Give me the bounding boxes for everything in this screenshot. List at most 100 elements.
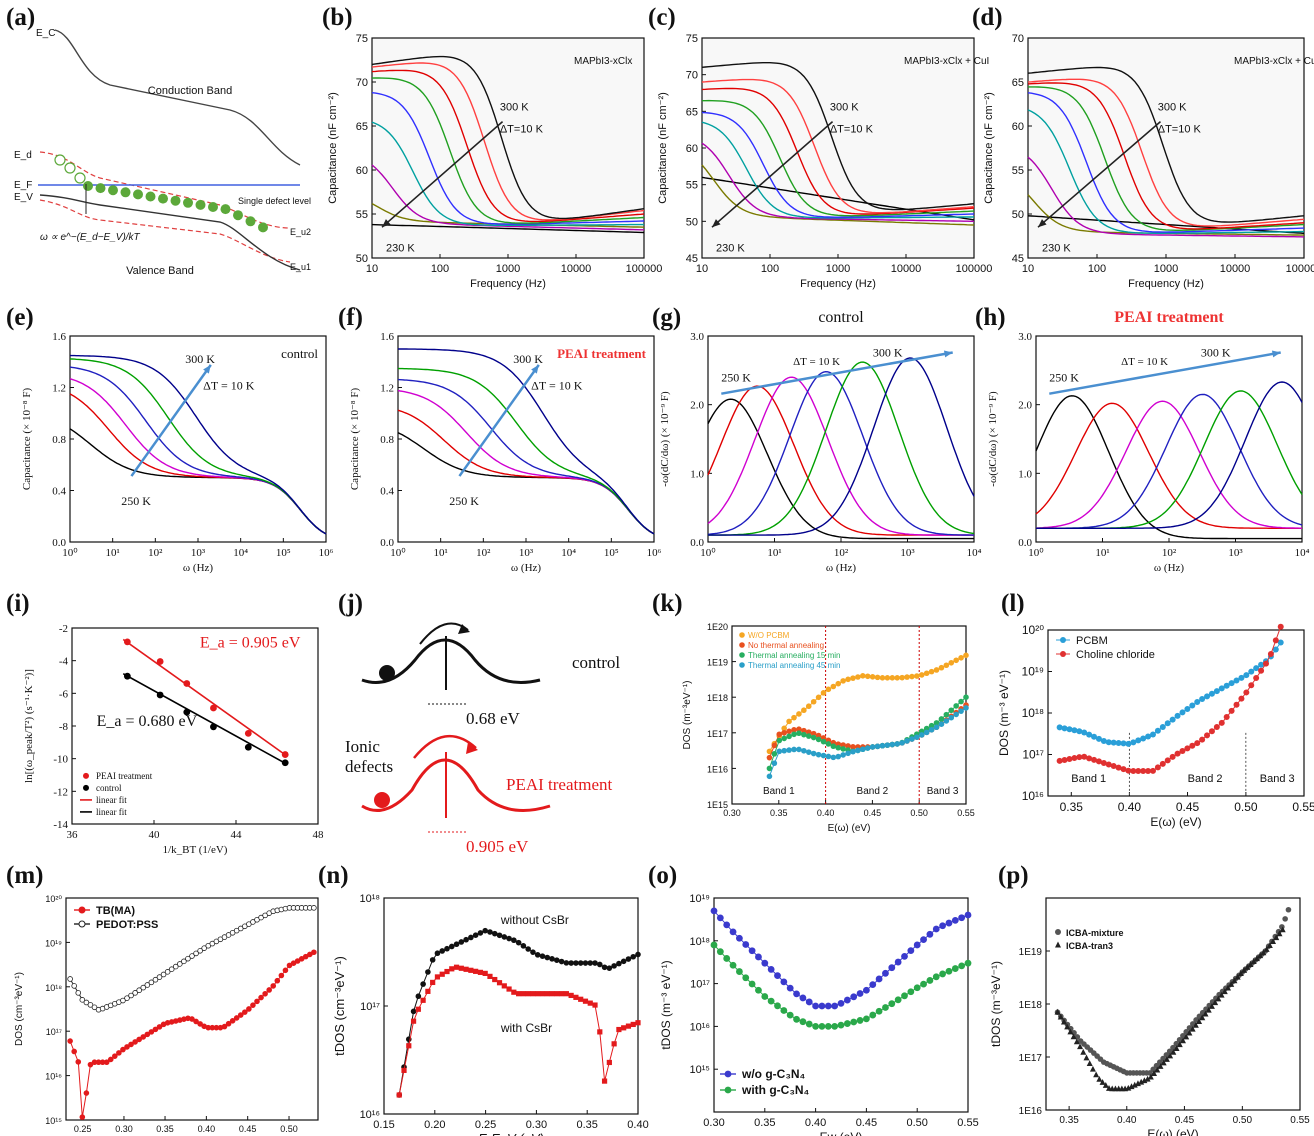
- dos-point: [1279, 926, 1286, 933]
- dos-point: [1208, 728, 1215, 735]
- y-tick-label: 10¹⁸: [45, 983, 62, 993]
- defect-state-dot: [183, 197, 193, 208]
- y-tick-label: 45: [686, 253, 698, 265]
- dos-point: [1099, 1079, 1106, 1085]
- dos-point: [901, 992, 908, 1000]
- valence-band-line: [39, 194, 301, 271]
- dos-point: [144, 1031, 151, 1038]
- y-axis-label: Capacitance (× 10⁻⁸ F): [349, 388, 361, 491]
- dos-point: [1179, 748, 1186, 755]
- band-label: Band 3: [927, 786, 959, 797]
- dos-point: [1057, 1013, 1064, 1020]
- dos-point: [1194, 740, 1201, 747]
- dos-point: [558, 991, 565, 997]
- dos-point: [278, 972, 285, 979]
- derivative-peak-curve: [708, 361, 975, 536]
- dos-point: [958, 708, 964, 714]
- legend-label: with g-C₃N₄: [741, 1083, 810, 1097]
- chart-title: MAPbI3-xClx: [574, 56, 632, 67]
- dos-point: [1189, 742, 1196, 749]
- dos-point: [1248, 682, 1255, 689]
- dos-point: [786, 1011, 794, 1019]
- dos-point: [1244, 964, 1251, 970]
- dos-point: [83, 999, 90, 1006]
- dos-point: [1253, 665, 1260, 672]
- x-tick-label: 100000: [626, 263, 663, 275]
- dos-point: [525, 946, 531, 952]
- x-tick-label: 100000: [956, 263, 993, 275]
- x-tick-label: 0.45: [239, 1124, 257, 1134]
- y-tick-label: 10¹⁸: [359, 893, 380, 905]
- y-tick-label: -2: [59, 623, 68, 635]
- panel-label-n: (n): [318, 862, 349, 889]
- y-tick-label: 1E19: [707, 658, 728, 668]
- dos-point: [1159, 760, 1166, 767]
- x-tick-label: 0.40: [1118, 800, 1142, 814]
- legend-label: No thermal annealing: [748, 641, 824, 650]
- arrow-line: [1037, 120, 1162, 228]
- dos-point: [116, 1050, 122, 1056]
- dos-point: [75, 990, 82, 996]
- dos-point: [928, 727, 935, 733]
- y-tick-label: 0.0: [52, 537, 66, 549]
- dos-point: [444, 945, 450, 952]
- y-axis-label: tDOS (m⁻³eV⁻¹): [989, 961, 1003, 1047]
- dos-point: [815, 694, 822, 701]
- x-tick-label: 0.55: [1290, 1115, 1310, 1126]
- data-point: [183, 708, 191, 716]
- dos-point: [1272, 646, 1279, 653]
- dos-point: [926, 977, 934, 984]
- label-peai: PEAI treatment: [506, 775, 612, 794]
- dos-point: [582, 960, 589, 966]
- dos-point: [544, 954, 551, 961]
- dos-point: [635, 1020, 641, 1026]
- dos-point: [185, 955, 191, 962]
- emptied-state-dot: [74, 172, 86, 184]
- legend-marker: [739, 652, 745, 658]
- y-tick-label: 1E17: [707, 729, 728, 739]
- capacitance-curve: [1028, 86, 1305, 231]
- dos-point: [850, 675, 856, 681]
- x-tick-label: 0.35: [156, 1124, 174, 1134]
- dos-point: [525, 991, 531, 997]
- y-axis-label: Capacitance (nF cm⁻²): [983, 92, 995, 204]
- dos-point: [761, 959, 769, 967]
- annotation-delta-t: ΔT=10 K: [500, 124, 544, 136]
- dos-point: [799, 1018, 807, 1026]
- dos-point: [1208, 1003, 1215, 1009]
- dos-point: [1228, 707, 1235, 714]
- dos-point: [554, 991, 560, 997]
- dos-point: [796, 730, 802, 737]
- dos-point: [406, 1043, 412, 1049]
- dos-point: [1066, 756, 1073, 763]
- chart-l: 0.35 0.40 0.45 0.50 0.55 10¹⁶ 10¹⁷ 10¹⁸ 10¹⁹ 10²⁰…: [997, 623, 1314, 829]
- y-tick-label: 2.0: [690, 400, 704, 412]
- label-ef: E_F: [14, 180, 32, 191]
- dos-point: [1215, 995, 1222, 1002]
- y-tick-label: 10²⁰: [45, 894, 62, 904]
- dos-point: [810, 730, 817, 737]
- y-axis-label: tDOS (cm⁻³eV⁻¹): [332, 956, 347, 1056]
- dos-point: [1228, 981, 1235, 987]
- y-tick-label: 50: [1012, 209, 1024, 221]
- derivative-peak-curve: [707, 398, 974, 540]
- dos-point: [864, 745, 871, 751]
- band-label: Band 1: [1071, 773, 1106, 785]
- x-tick-label: 0.55: [957, 1117, 978, 1129]
- dos-point: [933, 667, 940, 673]
- dos-point: [888, 964, 896, 972]
- y-axis-label: tDOS (m⁻³ eV⁻¹): [659, 960, 673, 1049]
- capacitance-curve: [397, 367, 655, 535]
- dos-point: [1086, 731, 1093, 738]
- y-tick-label: 1.2: [52, 383, 66, 395]
- capacitance-curve: [69, 393, 327, 535]
- dos-point: [840, 746, 846, 752]
- dos-point: [124, 1044, 130, 1050]
- dos-point: [1061, 756, 1068, 763]
- dos-point: [771, 760, 778, 767]
- dos-point: [1120, 740, 1127, 747]
- dos-point: [1134, 1080, 1141, 1087]
- dos-point: [923, 670, 930, 677]
- dos-point: [894, 675, 901, 681]
